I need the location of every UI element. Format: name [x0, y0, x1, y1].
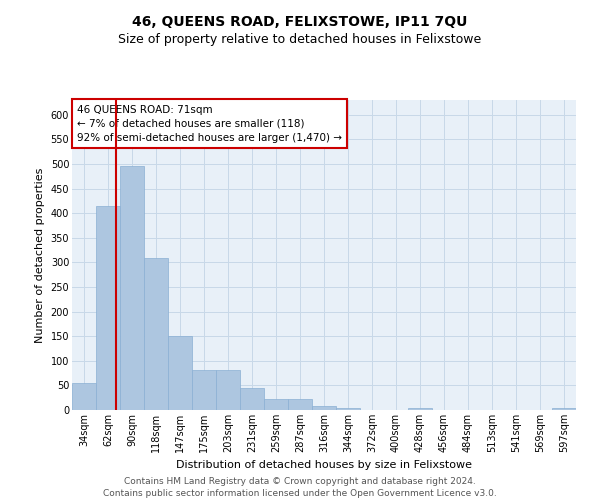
Bar: [264, 399, 288, 410]
Bar: [312, 406, 336, 410]
Bar: [336, 408, 360, 410]
Bar: [144, 258, 168, 410]
Text: 46, QUEENS ROAD, FELIXSTOWE, IP11 7QU: 46, QUEENS ROAD, FELIXSTOWE, IP11 7QU: [133, 15, 467, 29]
Text: Contains HM Land Registry data © Crown copyright and database right 2024.
Contai: Contains HM Land Registry data © Crown c…: [103, 476, 497, 498]
Bar: [552, 408, 576, 410]
Bar: [408, 408, 432, 410]
Bar: [216, 370, 240, 410]
Text: 46 QUEENS ROAD: 71sqm
← 7% of detached houses are smaller (118)
92% of semi-deta: 46 QUEENS ROAD: 71sqm ← 7% of detached h…: [77, 104, 342, 142]
Bar: [168, 336, 192, 410]
Y-axis label: Number of detached properties: Number of detached properties: [35, 168, 45, 342]
Bar: [120, 166, 144, 410]
Bar: [240, 388, 264, 410]
Bar: [288, 398, 312, 410]
Bar: [192, 370, 216, 410]
Bar: [96, 206, 120, 410]
X-axis label: Distribution of detached houses by size in Felixstowe: Distribution of detached houses by size …: [176, 460, 472, 470]
Text: Size of property relative to detached houses in Felixstowe: Size of property relative to detached ho…: [118, 32, 482, 46]
Bar: [72, 383, 96, 410]
